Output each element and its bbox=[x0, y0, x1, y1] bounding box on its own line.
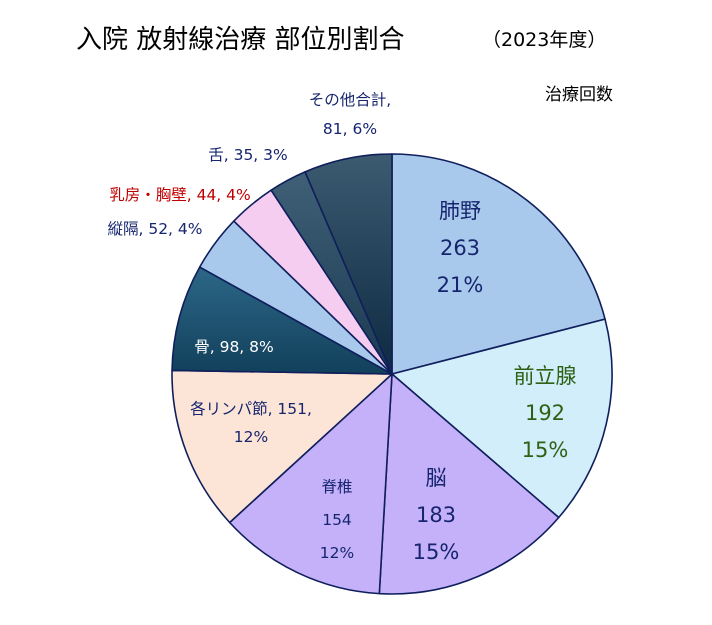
pie-slice-0 bbox=[391, 153, 606, 375]
slice-label-line: 脊椎 bbox=[321, 478, 352, 496]
slice-label-line: 192 bbox=[525, 401, 565, 425]
slice-label-line: 15% bbox=[413, 540, 460, 564]
pie-slice-5 bbox=[171, 266, 393, 375]
slice-label-line: 263 bbox=[440, 236, 480, 260]
slice-label-line: 183 bbox=[416, 503, 456, 527]
slice-label-7: 乳房・胸壁, 44, 4% bbox=[109, 186, 251, 204]
slice-label-line: 前立腺 bbox=[514, 364, 577, 388]
slice-label-line: 15% bbox=[522, 438, 569, 462]
slice-label-line: 81, 6% bbox=[323, 120, 377, 138]
slice-label-line: 脳 bbox=[426, 466, 447, 490]
slice-label-8: 舌, 35, 3% bbox=[208, 146, 288, 164]
slice-label-9: その他合計, 81, 6% bbox=[309, 91, 391, 138]
slice-label-line: 12% bbox=[234, 428, 268, 446]
slice-label-line: 154 bbox=[322, 511, 352, 529]
slice-label-3: 脊椎 154 12% bbox=[320, 478, 354, 562]
slice-label-2: 脳 183 15% bbox=[413, 466, 460, 564]
pie-slice-2 bbox=[378, 373, 560, 595]
slice-label-line: 舌, 35, 3% bbox=[208, 146, 288, 164]
slice-label-line: 縦隔, 52, 4% bbox=[107, 220, 202, 238]
slice-label-line: 骨, 98, 8% bbox=[194, 338, 274, 356]
slice-label-line: その他合計, bbox=[309, 91, 391, 109]
pie-labels: 肺野 263 21%前立腺 192 15%脳 183 15%脊椎 154 12%各リンパ節, 1… bbox=[107, 91, 576, 564]
slice-label-line: 乳房・胸壁, 44, 4% bbox=[109, 186, 251, 204]
pie-slice-1 bbox=[391, 318, 613, 519]
slice-label-line: 12% bbox=[320, 544, 354, 562]
slice-label-line: 肺野 bbox=[439, 199, 481, 223]
pie-slice-3 bbox=[228, 373, 393, 595]
slice-label-4: 各リンパ節, 151, 12% bbox=[190, 400, 312, 446]
unit-label: 治療回数 bbox=[545, 85, 613, 105]
pie-slice-9 bbox=[304, 153, 393, 375]
slice-label-6: 縦隔, 52, 4% bbox=[107, 220, 202, 238]
slice-label-5: 骨, 98, 8% bbox=[194, 338, 274, 356]
slice-label-line: 各リンパ節, 151, bbox=[190, 400, 312, 418]
chart-title: 入院 放射線治療 部位別割合 bbox=[76, 25, 405, 55]
slice-label-1: 前立腺 192 15% bbox=[514, 364, 577, 462]
chart-subtitle: （2023年度） bbox=[482, 29, 606, 51]
slice-label-0: 肺野 263 21% bbox=[437, 199, 484, 297]
slice-label-line: 21% bbox=[437, 273, 484, 297]
pie-slice-4 bbox=[171, 369, 393, 524]
pie-slices bbox=[171, 153, 613, 595]
